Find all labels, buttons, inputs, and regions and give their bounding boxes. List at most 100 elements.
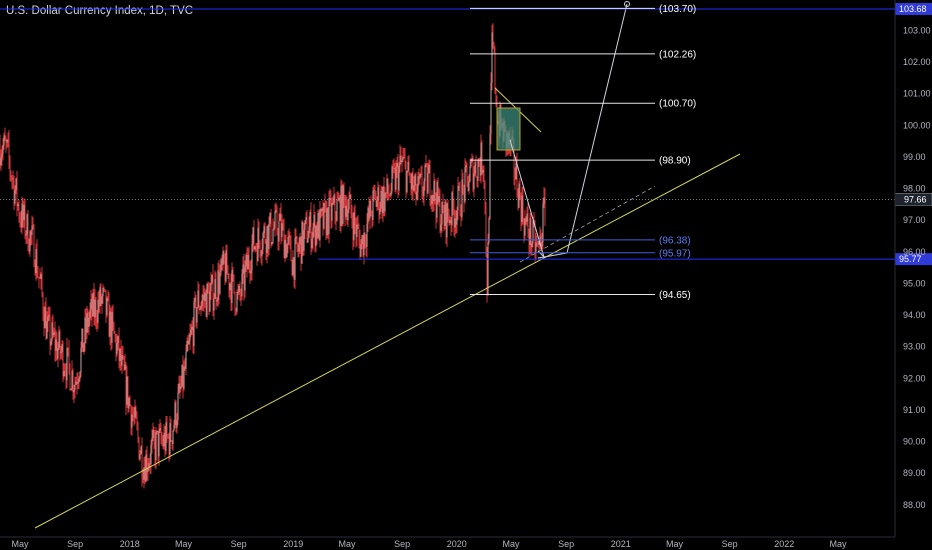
candle-body	[196, 307, 198, 323]
candle-body	[489, 133, 491, 219]
candle-body	[208, 290, 210, 312]
candle-body	[475, 162, 477, 177]
candle-body	[469, 166, 471, 182]
candle-body	[402, 157, 404, 161]
y-tick-label: 96.00	[903, 247, 926, 257]
candle-body	[259, 241, 261, 254]
candle-body	[278, 220, 280, 242]
x-tick-label: May	[502, 539, 520, 549]
candle-body	[426, 164, 428, 194]
candle-body	[540, 235, 542, 247]
x-tick-label: May	[339, 539, 357, 549]
candle-body	[241, 273, 243, 297]
candle-body	[261, 249, 263, 257]
candle-body	[217, 270, 219, 301]
candle-body	[281, 223, 283, 238]
x-tick-label: May	[11, 539, 29, 549]
candle-body	[427, 172, 429, 194]
candle-body	[35, 249, 37, 274]
candle-body	[206, 283, 208, 317]
candle-body	[43, 314, 45, 329]
candle-body	[192, 326, 194, 347]
candle-body	[325, 205, 327, 236]
candle-body	[150, 445, 152, 465]
candle-body	[346, 205, 348, 221]
candle-body	[339, 197, 341, 226]
candle-body	[267, 225, 269, 249]
candle-body	[0, 157, 2, 166]
candle-body	[379, 208, 381, 215]
candle-body	[47, 316, 49, 322]
candle-body	[474, 162, 476, 174]
candle-body	[186, 340, 188, 352]
candle-body	[95, 299, 97, 321]
candle-body	[375, 194, 377, 207]
candle-body	[359, 237, 361, 257]
candle-body	[31, 225, 33, 236]
candle-body	[388, 195, 390, 196]
candle-body	[337, 200, 339, 201]
candle-body	[271, 242, 273, 245]
candle-body	[102, 287, 104, 297]
candle-body	[321, 208, 323, 212]
candle-body	[269, 212, 271, 224]
candle-body	[302, 221, 304, 251]
candle-body	[170, 423, 172, 441]
candle-body	[80, 347, 82, 373]
candle-body	[277, 232, 279, 242]
candle-body	[535, 242, 537, 253]
candle-body	[450, 220, 452, 226]
candle-body	[494, 50, 496, 89]
candle-body	[468, 181, 470, 191]
candle-body	[131, 414, 133, 428]
candle-body	[144, 467, 146, 482]
candle-body	[167, 435, 169, 437]
candle-body	[218, 270, 220, 294]
candle-body	[142, 477, 144, 480]
candle-body	[486, 253, 488, 296]
y-tick-label: 91.00	[903, 405, 926, 415]
candle-body	[381, 190, 383, 214]
candle-body	[531, 243, 533, 248]
candle-body	[524, 218, 526, 236]
candle-body	[10, 172, 12, 179]
candle-body	[111, 312, 113, 343]
candle-body	[322, 208, 324, 229]
candle-body	[83, 343, 85, 352]
candle-body	[262, 233, 264, 250]
candle-body	[226, 250, 228, 275]
candle-body	[82, 328, 84, 352]
candle-body	[149, 463, 151, 465]
candle-body	[372, 190, 374, 221]
candle-body	[40, 274, 42, 279]
candle-body	[421, 174, 423, 194]
candle-body	[400, 155, 402, 163]
candle-body	[67, 347, 69, 349]
x-tick-label: Sep	[67, 539, 83, 549]
candle-body	[178, 383, 180, 393]
candle-body	[543, 197, 545, 204]
candle-body	[425, 164, 427, 166]
candle-body	[420, 174, 422, 175]
candle-body	[147, 467, 149, 473]
candle-body	[112, 312, 114, 323]
candle-body	[347, 209, 349, 221]
candle-body	[154, 439, 156, 461]
candle-body	[387, 178, 389, 196]
candle-body	[537, 242, 539, 245]
candle-body	[435, 200, 437, 218]
candle-body	[233, 274, 235, 293]
candle-body	[522, 195, 524, 221]
candle-body	[317, 212, 319, 238]
candle-body	[209, 291, 211, 312]
candle-body	[266, 225, 268, 254]
consolidation-box	[496, 107, 521, 151]
candle-body	[174, 402, 176, 425]
candle-body	[406, 170, 408, 193]
candle-body	[232, 269, 234, 275]
candle-body	[172, 430, 174, 445]
candle-body	[128, 397, 130, 409]
candle-body	[247, 254, 249, 270]
candle-body	[291, 260, 293, 276]
